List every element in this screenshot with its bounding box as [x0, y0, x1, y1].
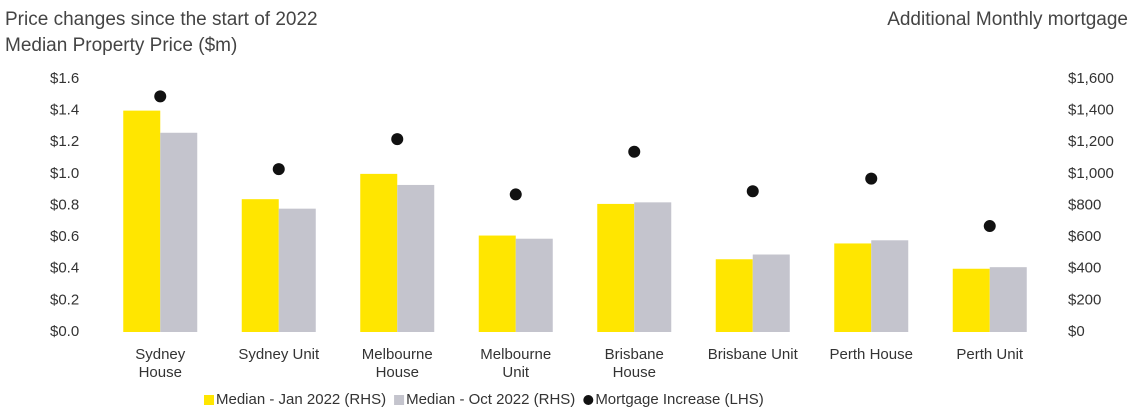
y2-axis-label: Additional Monthly mortgage	[887, 9, 1128, 30]
bar	[478, 235, 516, 332]
dot	[746, 185, 759, 198]
legend-symbol	[204, 395, 214, 405]
dot	[391, 133, 404, 146]
x-tick-label: Brisbane House	[604, 346, 664, 381]
legend-label: Median - Jan 2022 (RHS)	[216, 391, 386, 408]
y-tick-label: $0.0	[50, 323, 79, 340]
x-tick-label: Sydney Unit	[238, 346, 320, 363]
bar	[989, 267, 1027, 332]
y-axis-label: Median Property Price ($m)	[5, 35, 237, 56]
bar	[278, 208, 316, 332]
legend-symbol	[394, 395, 405, 405]
y2-tick-label: $400	[1068, 260, 1101, 277]
y2-tick-label: $1,000	[1068, 165, 1114, 182]
y2-tick-label: $1,200	[1068, 133, 1114, 150]
x-tick-label: Sydney House	[135, 346, 186, 381]
bar	[515, 238, 553, 332]
dot	[983, 220, 996, 233]
bar	[360, 173, 398, 332]
y2-tick-label: $0	[1068, 323, 1085, 340]
y-tick-label: $1.4	[50, 102, 79, 119]
y2-tick-label: $800	[1068, 196, 1101, 213]
y-tick-label: $1.6	[50, 70, 79, 87]
bar	[871, 240, 909, 332]
dot	[865, 172, 878, 185]
legend-label: Median - Oct 2022 (RHS)	[406, 391, 575, 408]
dot	[272, 163, 285, 176]
bar	[123, 110, 161, 332]
dot	[509, 188, 522, 201]
legend-label: Mortgage Increase (LHS)	[595, 391, 763, 408]
dot	[628, 145, 641, 158]
bar	[597, 203, 635, 332]
bar	[634, 202, 672, 332]
chart-title: Price changes since the start of 2022	[5, 9, 318, 30]
y2-tick-label: $600	[1068, 228, 1101, 245]
y-tick-label: $0.6	[50, 228, 79, 245]
y-tick-label: $0.2	[50, 291, 79, 308]
bar	[752, 254, 790, 332]
bar	[952, 268, 990, 332]
bar	[834, 243, 872, 332]
bar	[160, 132, 198, 332]
y-tick-label: $0.4	[50, 260, 79, 277]
x-tick-label: Melbourne House	[361, 346, 433, 381]
x-tick-label: Brisbane Unit	[707, 346, 798, 363]
x-tick-label: Melbourne Unit	[480, 346, 552, 381]
x-tick-label: Perth House	[829, 346, 913, 363]
y2-tick-label: $1,600	[1068, 70, 1114, 87]
bar	[397, 184, 435, 332]
x-tick-label: Perth Unit	[956, 346, 1024, 363]
dot	[154, 90, 167, 103]
y-tick-label: $1.2	[50, 133, 79, 150]
legend-symbol	[583, 395, 594, 405]
y-tick-label: $1.0	[50, 165, 79, 182]
y-tick-label: $0.8	[50, 196, 79, 213]
bar	[241, 199, 279, 332]
bar	[715, 259, 753, 332]
y2-tick-label: $1,400	[1068, 102, 1114, 119]
y2-tick-label: $200	[1068, 291, 1101, 308]
